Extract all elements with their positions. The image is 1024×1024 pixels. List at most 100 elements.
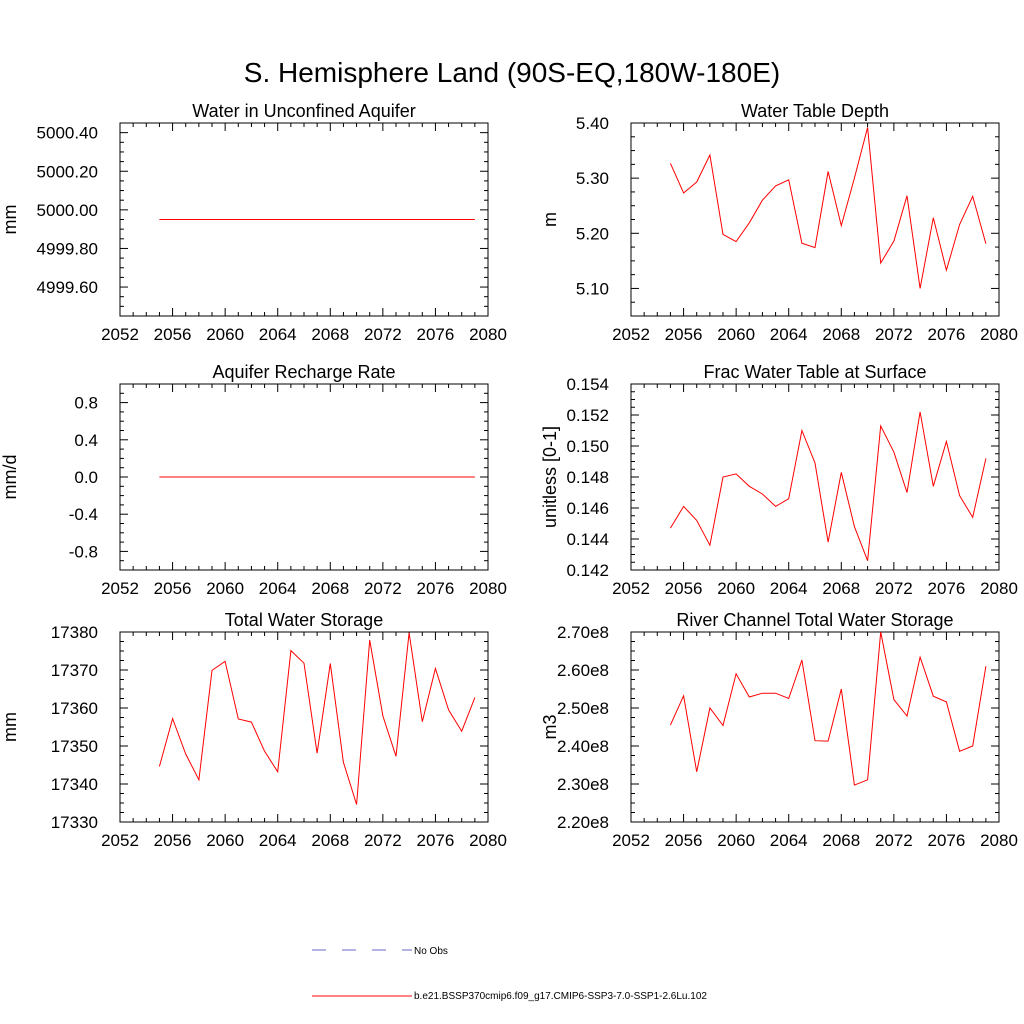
- y-tick-label: 17340: [51, 775, 98, 794]
- y-tick-label: 4999.80: [37, 239, 98, 258]
- x-tick-label: 2064: [770, 831, 808, 850]
- x-tick-label: 2068: [311, 325, 349, 344]
- x-tick-label: 2072: [875, 325, 913, 344]
- y-tick-label: 2.40e8: [557, 737, 609, 756]
- panel-title: Water Table Depth: [741, 101, 889, 121]
- x-tick-label: 2072: [364, 831, 402, 850]
- x-tick-label: 2060: [717, 831, 755, 850]
- x-tick-label: 2064: [770, 579, 808, 598]
- y-tick-label: 5.10: [576, 279, 609, 298]
- panel-title: River Channel Total Water Storage: [676, 610, 953, 630]
- x-tick-label: 2068: [311, 579, 349, 598]
- x-tick-label: 2080: [980, 579, 1018, 598]
- y-tick-label: 17330: [51, 813, 98, 832]
- plot-frame: [630, 631, 1000, 823]
- panel-1: Water in Unconfined Aquifer 2052 2056 2060 2…: [0, 101, 507, 344]
- x-tick-label: 2052: [101, 325, 139, 344]
- y-tick-label: 0.144: [566, 530, 609, 549]
- x-tick-label: 2056: [154, 325, 192, 344]
- series-line: [669, 631, 987, 786]
- y-tick-label: 17380: [51, 623, 98, 642]
- x-tick-label: 2064: [259, 325, 297, 344]
- x-tick-label: 2076: [928, 325, 966, 344]
- panel-3: Aquifer Recharge Rate 2052 2056 2060 2064 206…: [0, 362, 507, 598]
- x-tick-label: 2076: [928, 579, 966, 598]
- y-tick-label: 0.142: [566, 561, 609, 580]
- x-tick-label: 2052: [101, 831, 139, 850]
- series-line: [158, 632, 476, 805]
- y-axis-label: mm/d: [0, 455, 20, 500]
- panel-title: Water in Unconfined Aquifer: [192, 101, 415, 121]
- y-tick-label: 0.146: [566, 499, 609, 518]
- legend-model-label: b.e21.BSSP370cmip6.f09_g17.CMIP6-SSP3-7.…: [414, 991, 707, 1002]
- y-tick-label: -0.8: [69, 542, 98, 561]
- x-tick-label: 2080: [980, 831, 1018, 850]
- x-tick-label: 2080: [469, 831, 507, 850]
- x-tick-label: 2052: [101, 579, 139, 598]
- x-tick-label: 2056: [154, 579, 192, 598]
- x-tick-label: 2056: [665, 831, 703, 850]
- x-tick-label: 2052: [612, 831, 650, 850]
- y-tick-label: 2.20e8: [557, 813, 609, 832]
- x-tick-label: 2060: [206, 579, 244, 598]
- x-tick-label: 2080: [469, 325, 507, 344]
- x-tick-label: 2072: [875, 831, 913, 850]
- panel-title: Total Water Storage: [225, 610, 383, 630]
- y-tick-label: 17350: [51, 737, 98, 756]
- y-tick-label: 0.148: [566, 468, 609, 487]
- x-tick-label: 2068: [311, 831, 349, 850]
- main-title: S. Hemisphere Land (90S-EQ,180W-180E): [244, 57, 780, 88]
- y-tick-label: 0.154: [566, 375, 609, 394]
- y-axis-label: m: [540, 212, 560, 227]
- panel-2: Water Table Depth 2052 2056 2060 2064 2068 207…: [540, 101, 1018, 344]
- y-tick-label: 5.20: [576, 224, 609, 243]
- x-tick-label: 2068: [822, 325, 860, 344]
- y-tick-label: 5000.20: [37, 162, 98, 181]
- y-tick-label: 5.40: [576, 114, 609, 133]
- x-tick-label: 2080: [980, 325, 1018, 344]
- plot-frame: [630, 383, 1000, 571]
- y-tick-label: 0.152: [566, 406, 609, 425]
- panel-title: Aquifer Recharge Rate: [212, 362, 395, 382]
- y-tick-label: 17370: [51, 661, 98, 680]
- y-tick-label: 5.30: [576, 169, 609, 188]
- x-tick-label: 2060: [206, 831, 244, 850]
- x-tick-label: 2056: [154, 831, 192, 850]
- y-tick-label: 4999.60: [37, 278, 98, 297]
- x-tick-label: 2060: [717, 579, 755, 598]
- y-tick-label: 0.150: [566, 437, 609, 456]
- x-tick-label: 2064: [259, 831, 297, 850]
- y-tick-label: 2.70e8: [557, 623, 609, 642]
- panel-4: Frac Water Table at Surface 2052 2056 2060 2…: [540, 362, 1018, 598]
- x-tick-label: 2072: [364, 579, 402, 598]
- y-tick-label: -0.4: [69, 505, 98, 524]
- x-tick-label: 2072: [364, 325, 402, 344]
- x-tick-label: 2052: [612, 579, 650, 598]
- x-tick-label: 2060: [717, 325, 755, 344]
- x-tick-label: 2076: [417, 579, 455, 598]
- y-tick-label: 0.0: [74, 468, 98, 487]
- y-tick-label: 2.50e8: [557, 699, 609, 718]
- panel-6: River Channel Total Water Storage 2052 205…: [540, 610, 1018, 850]
- y-axis-label: mm: [0, 205, 20, 235]
- x-tick-label: 2052: [612, 325, 650, 344]
- y-tick-label: 0.8: [74, 394, 98, 413]
- x-tick-label: 2064: [259, 579, 297, 598]
- legend-obs-label: No Obs: [414, 946, 448, 957]
- x-tick-label: 2068: [822, 831, 860, 850]
- y-tick-label: 2.30e8: [557, 775, 609, 794]
- legend: No Obs b.e21.BSSP370cmip6.f09_g17.CMIP6-…: [312, 946, 707, 1002]
- panel-5: Total Water Storage 2052 2056 2060 2064 2068 2…: [0, 610, 507, 850]
- plot-frame: [630, 122, 1000, 317]
- x-tick-label: 2076: [928, 831, 966, 850]
- x-tick-label: 2060: [206, 325, 244, 344]
- series-line: [669, 411, 987, 561]
- y-tick-label: 0.4: [74, 431, 98, 450]
- x-tick-label: 2056: [665, 325, 703, 344]
- x-tick-label: 2072: [875, 579, 913, 598]
- y-axis-label: mm: [0, 712, 20, 742]
- y-tick-label: 5000.00: [37, 201, 98, 220]
- x-tick-label: 2080: [469, 579, 507, 598]
- series-line: [669, 127, 987, 289]
